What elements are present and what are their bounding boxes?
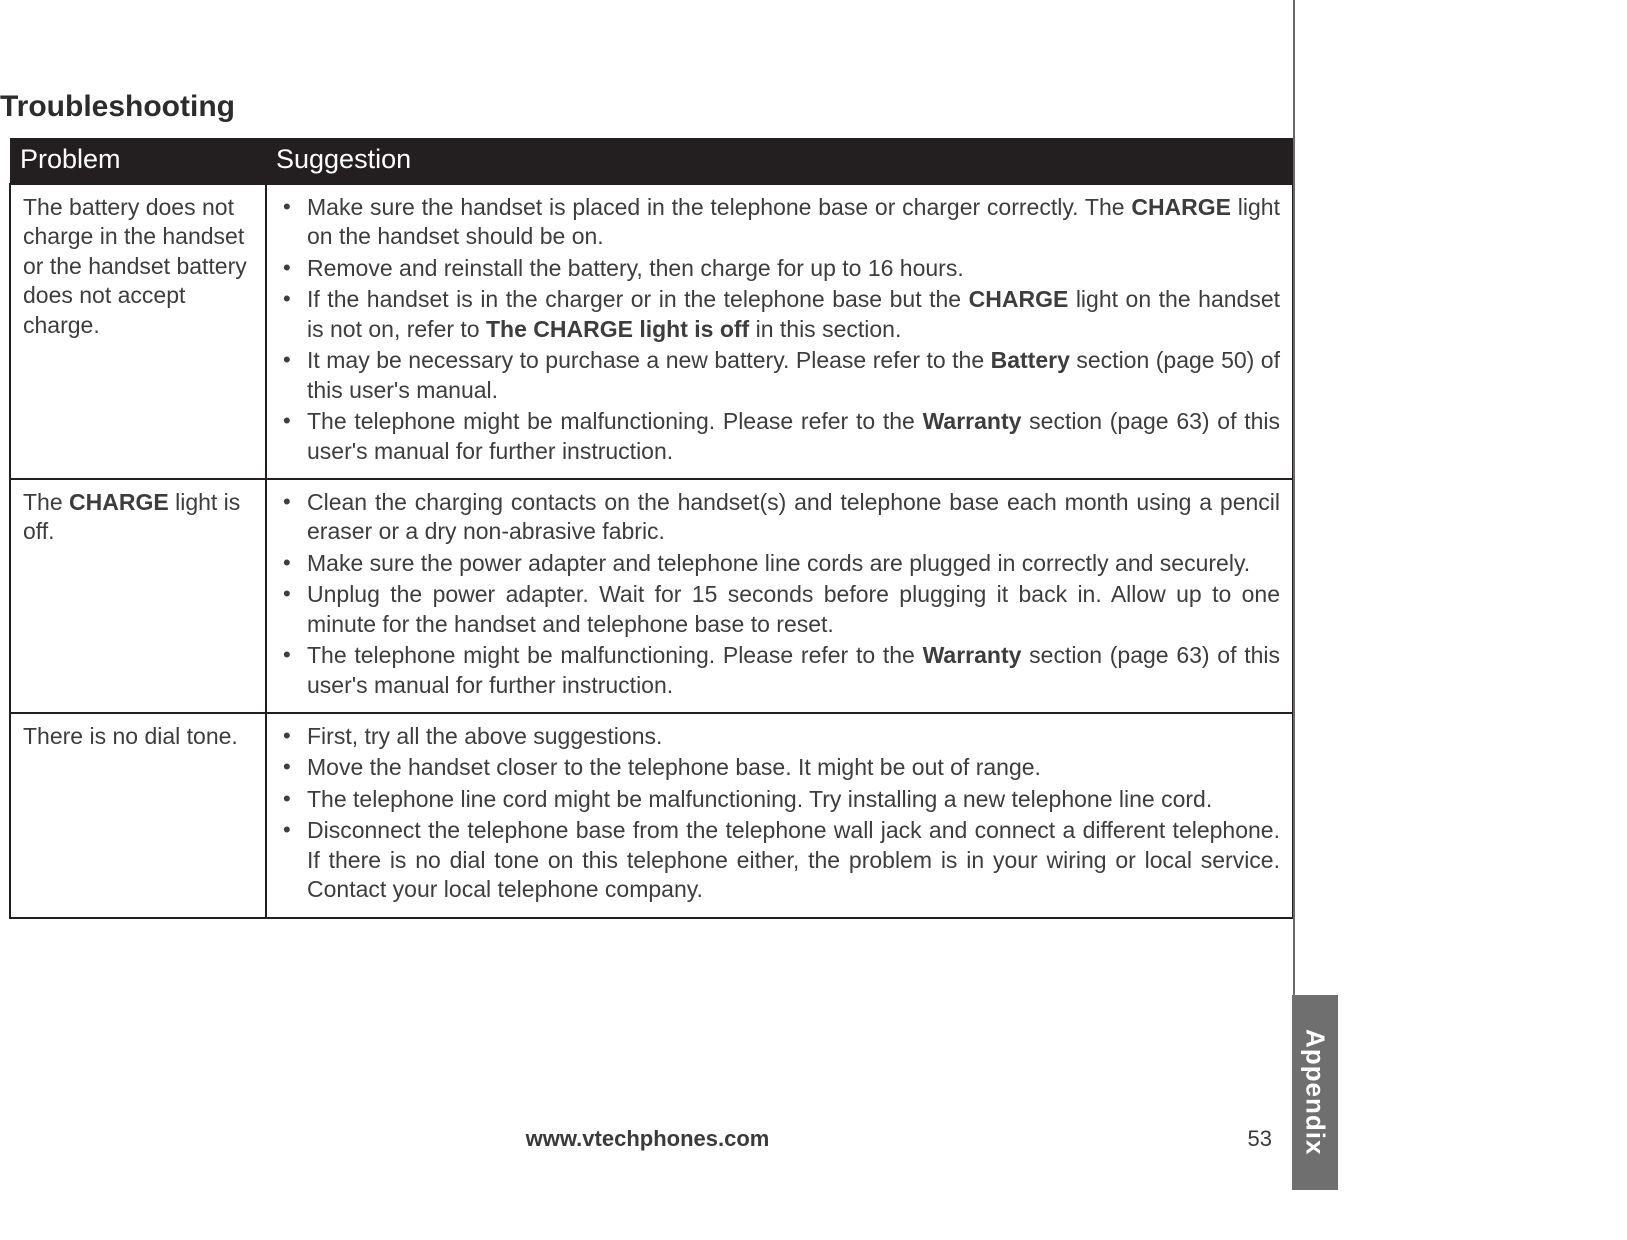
troubleshooting-table: Problem Suggestion The battery does not … — [9, 138, 1294, 919]
list-item: The telephone line cord might be malfunc… — [279, 785, 1280, 814]
problem-cell: The CHARGE light is off. — [10, 479, 266, 713]
list-item: Make sure the handset is placed in the t… — [279, 193, 1280, 252]
list-item: Move the handset closer to the telephone… — [279, 753, 1280, 782]
table-row: The battery does not charge in the hands… — [10, 184, 1293, 479]
list-item: Disconnect the telephone base from the t… — [279, 816, 1280, 904]
page-number: 53 — [1248, 1126, 1272, 1152]
suggestion-cell: Clean the charging contacts on the hands… — [266, 479, 1293, 713]
header-suggestion: Suggestion — [266, 138, 1293, 184]
problem-cell: The battery does not charge in the hands… — [10, 184, 266, 479]
suggestion-list: Make sure the handset is placed in the t… — [279, 193, 1280, 466]
appendix-tab: Appendix — [1292, 995, 1338, 1190]
suggestion-list: First, try all the above suggestions. Mo… — [279, 722, 1280, 905]
suggestion-cell: First, try all the above suggestions. Mo… — [266, 713, 1293, 918]
suggestion-list: Clean the charging contacts on the hands… — [279, 488, 1280, 700]
vertical-rule — [1293, 0, 1295, 1040]
table-header-row: Problem Suggestion — [10, 138, 1293, 184]
list-item: Unplug the power adapter. Wait for 15 se… — [279, 580, 1280, 639]
list-item: The telephone might be malfunctioning. P… — [279, 641, 1280, 700]
list-item: Remove and reinstall the battery, then c… — [279, 254, 1280, 283]
list-item: Make sure the power adapter and telephon… — [279, 549, 1280, 578]
table-row: The CHARGE light is off. Clean the charg… — [10, 479, 1293, 713]
list-item: If the handset is in the charger or in t… — [279, 285, 1280, 344]
list-item: The telephone might be malfunctioning. P… — [279, 407, 1280, 466]
suggestion-cell: Make sure the handset is placed in the t… — [266, 184, 1293, 479]
footer-url: www.vtechphones.com — [0, 1126, 1295, 1152]
table-row: There is no dial tone. First, try all th… — [10, 713, 1293, 918]
problem-cell: There is no dial tone. — [10, 713, 266, 918]
list-item: It may be necessary to purchase a new ba… — [279, 346, 1280, 405]
header-problem: Problem — [10, 138, 266, 184]
list-item: Clean the charging contacts on the hands… — [279, 488, 1280, 547]
page-title: Troubleshooting — [0, 90, 1607, 124]
page-content: Troubleshooting Problem Suggestion The b… — [0, 0, 1627, 919]
list-item: First, try all the above suggestions. — [279, 722, 1280, 751]
